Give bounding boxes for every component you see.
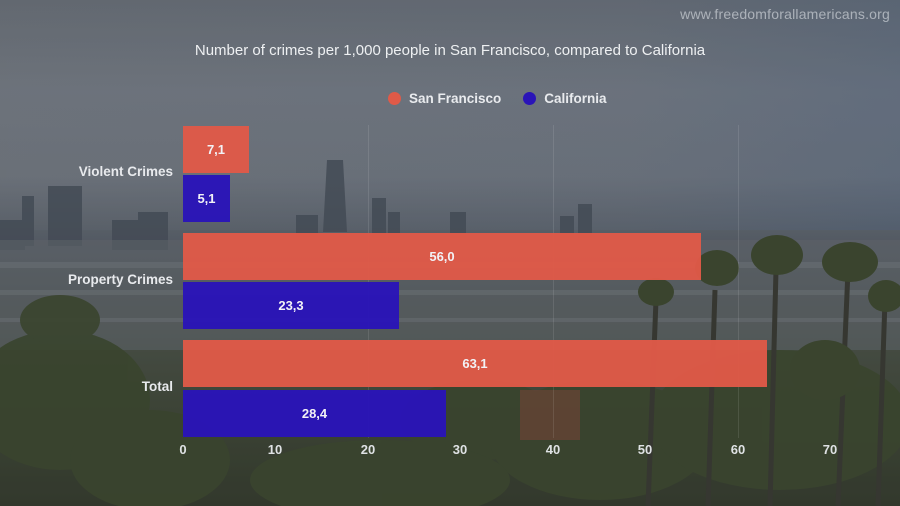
bar-san-francisco-property-crimes[interactable]: 56,0: [183, 233, 701, 280]
x-tick-label: 10: [267, 442, 283, 457]
bar-value-label: 63,1: [462, 356, 488, 371]
chart-legend: San Francisco California: [388, 91, 607, 106]
category-label-total: Total: [141, 379, 173, 394]
gridline: [553, 125, 554, 438]
x-tick-label: 20: [360, 442, 376, 457]
category-label-violent-crimes: Violent Crimes: [78, 164, 173, 179]
legend-dot-san-francisco: [388, 92, 401, 105]
x-tick-label: 30: [452, 442, 468, 457]
category-label-property-crimes: Property Crimes: [67, 272, 173, 287]
gridline: [368, 125, 369, 438]
bar-california-total[interactable]: 28,4: [183, 390, 446, 437]
x-tick-label: 70: [822, 442, 838, 457]
bar-value-label: 23,3: [278, 298, 304, 313]
x-tick-label: 60: [730, 442, 746, 457]
bar-value-label: 56,0: [429, 249, 455, 264]
bar-california-property-crimes[interactable]: 23,3: [183, 282, 399, 329]
bar-california-violent-crimes[interactable]: 5,1: [183, 175, 230, 222]
x-tick-label: 40: [545, 442, 561, 457]
legend-item-san-francisco[interactable]: San Francisco: [388, 91, 501, 106]
bar-value-label: 7,1: [206, 142, 226, 157]
legend-item-california[interactable]: California: [523, 91, 607, 106]
gridline: [738, 125, 739, 438]
bar-value-label: 28,4: [301, 406, 328, 421]
x-tick-label: 50: [637, 442, 653, 457]
x-tick-label: 0: [179, 442, 187, 457]
legend-dot-california: [523, 92, 537, 105]
legend-label-california: California: [544, 91, 607, 106]
chart-title: Number of crimes per 1,000 people in San…: [194, 42, 706, 59]
background-sky: [0, 0, 900, 230]
bar-san-francisco-violent-crimes[interactable]: 7,1: [183, 126, 249, 173]
bar-value-label: 5,1: [197, 191, 216, 206]
bar-san-francisco-total[interactable]: 63,1: [183, 340, 767, 387]
legend-label-san-francisco: San Francisco: [409, 91, 502, 106]
source-watermark: www.freedomforallamericans.org: [680, 6, 890, 22]
